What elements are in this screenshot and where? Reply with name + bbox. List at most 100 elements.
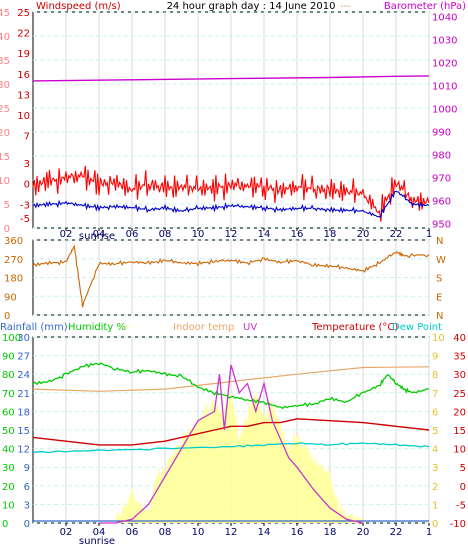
x-tick-label: 18 bbox=[324, 527, 337, 538]
barometer-tick: 1000 bbox=[432, 105, 457, 116]
humidity-axis-label: Humidity % bbox=[68, 322, 126, 333]
x-tick-label: 14 bbox=[258, 229, 271, 240]
windspeed-outer-ticks: 45 40 35 30 25 20 15 10 5 0 bbox=[0, 8, 10, 235]
windspeed-outer-tick: 40 bbox=[0, 32, 10, 43]
x-tick-label: 20 bbox=[357, 527, 370, 538]
direction-compass-tick: S bbox=[436, 274, 442, 285]
temperature-axis-label: Temperature (°C) bbox=[311, 322, 398, 333]
x-tick-label: 16 bbox=[291, 229, 304, 240]
temperature-tick: 20 bbox=[453, 407, 466, 418]
windspeed-inner-tick: 7 bbox=[24, 132, 30, 143]
barometer-tick: 1030 bbox=[432, 36, 457, 47]
direction-compass-tick: N bbox=[436, 311, 443, 322]
windspeed-outer-tick: 5 bbox=[4, 200, 10, 211]
temp-humidity-panel: Rainfall (mm) Humidity % --- Indoor temp… bbox=[0, 322, 466, 530]
x-tick-label: 08 bbox=[159, 527, 172, 538]
x-tick-label: 10 bbox=[192, 229, 205, 240]
barometer-tick: 980 bbox=[432, 150, 451, 161]
windspeed-inner-tick: 22 bbox=[17, 29, 30, 40]
uv-tick: 7 bbox=[432, 389, 438, 400]
windspeed-outer-tick: 25 bbox=[0, 104, 10, 115]
wind-baro-grid bbox=[33, 11, 430, 229]
x-tick-label: 22 bbox=[390, 527, 403, 538]
x-tick-label: 02 bbox=[60, 229, 73, 240]
x-tick-label: 08 bbox=[159, 229, 172, 240]
windspeed-outer-tick: 30 bbox=[0, 80, 10, 91]
chart-title: 24 hour graph day : 14 June 2010 bbox=[167, 1, 336, 12]
windspeed-outer-tick: 45 bbox=[0, 8, 10, 19]
x-tick-label: 18 bbox=[324, 229, 337, 240]
x-tick-label: 1 bbox=[426, 527, 432, 538]
barometer-axis-label: Barometer (hPa) bbox=[384, 1, 466, 12]
x-tick-label: 12 bbox=[225, 229, 238, 240]
barometer-line bbox=[32, 75, 430, 82]
indoor-temp-line bbox=[32, 366, 430, 392]
windspeed-inner-tick: 10 bbox=[17, 111, 30, 122]
windspeed-inner-tick: -5 bbox=[20, 214, 30, 225]
humidity-line bbox=[32, 362, 430, 410]
windspeed-outer-tick: 35 bbox=[0, 56, 10, 67]
dewpoint-axis-label: Dew Point bbox=[392, 322, 442, 333]
sunrise-label-bottom: sunrise bbox=[79, 536, 115, 547]
indoor-temp-axis-label: Indoor temp bbox=[173, 322, 234, 333]
x-tick-label: 04 bbox=[93, 527, 106, 538]
sunrise-label-top: sunrise bbox=[79, 231, 115, 242]
humidity-tick: 40 bbox=[2, 445, 15, 456]
windspeed-inner-tick: 13 bbox=[17, 90, 30, 101]
x-tick-label: 14 bbox=[258, 527, 271, 538]
temperature-ticks: 40 35 30 25 20 15 10 5 0 -5 -10 bbox=[450, 333, 466, 530]
barometer-tick: 990 bbox=[432, 127, 451, 138]
barometer-tick: 1010 bbox=[432, 82, 457, 93]
barometer-tick: 960 bbox=[432, 196, 451, 207]
windspeed-outer-tick: 10 bbox=[0, 176, 10, 187]
direction-degree-tick: 180 bbox=[4, 274, 23, 285]
direction-degree-tick: 0 bbox=[4, 311, 10, 322]
humidity-tick: 60 bbox=[2, 407, 15, 418]
x-tick-label: 1 bbox=[426, 229, 432, 240]
uv-tick: 9 bbox=[432, 352, 438, 363]
wind-direction-line bbox=[32, 244, 430, 308]
direction-degree-tick: 270 bbox=[4, 255, 23, 266]
windspeed-outer-tick: 15 bbox=[0, 152, 10, 163]
temp-humidity-series bbox=[32, 362, 430, 524]
temperature-tick: 25 bbox=[453, 389, 466, 400]
uv-tick: 3 bbox=[432, 463, 438, 474]
uv-tick: 10 bbox=[432, 333, 445, 344]
humidity-tick: 20 bbox=[2, 482, 15, 493]
x-axis-labels-top: 02 04 06 08 10 12 14 16 18 20 22 1 bbox=[60, 228, 432, 240]
x-tick-label: 06 bbox=[126, 527, 139, 538]
x-tick-label: 20 bbox=[357, 229, 370, 240]
windspeed-inner-ticks: 25 22 19 16 13 10 7 3 0 -3 -5 bbox=[17, 8, 30, 225]
rainfall-tick: 12 bbox=[17, 445, 30, 456]
rainfall-tick: 0 bbox=[24, 519, 30, 530]
dewpoint-line bbox=[32, 442, 430, 454]
temperature-tick: -10 bbox=[450, 519, 466, 530]
temperature-tick: 10 bbox=[453, 445, 466, 456]
uv-axis-label: UV bbox=[243, 322, 257, 333]
title-separator: --- bbox=[340, 1, 351, 12]
temperature-tick: 40 bbox=[453, 333, 466, 344]
barometer-ticks: 1040 1030 1020 1010 1000 990 980 970 960 950 bbox=[432, 13, 457, 231]
humidity-tick: 0 bbox=[2, 519, 8, 530]
temperature-line bbox=[32, 418, 430, 446]
wind-direction-grid bbox=[33, 239, 430, 316]
direction-compass-tick: W bbox=[436, 255, 446, 266]
windspeed-inner-tick: 3 bbox=[24, 159, 30, 170]
x-tick-label: 10 bbox=[192, 527, 205, 538]
rainfall-tick: 18 bbox=[17, 407, 30, 418]
uv-tick: 2 bbox=[432, 482, 438, 493]
humidity-tick: 30 bbox=[2, 463, 15, 474]
humidity-tick: 90 bbox=[2, 352, 15, 363]
rainfall-tick: 15 bbox=[17, 426, 30, 437]
x-tick-label: 16 bbox=[291, 527, 304, 538]
rainfall-axis-label: Rainfall (mm) bbox=[0, 322, 68, 333]
x-tick-label: 02 bbox=[60, 527, 73, 538]
rainfall-tick: 30 bbox=[17, 333, 30, 344]
rainfall-tick: 21 bbox=[17, 389, 30, 400]
barometer-tick: 970 bbox=[432, 173, 451, 184]
